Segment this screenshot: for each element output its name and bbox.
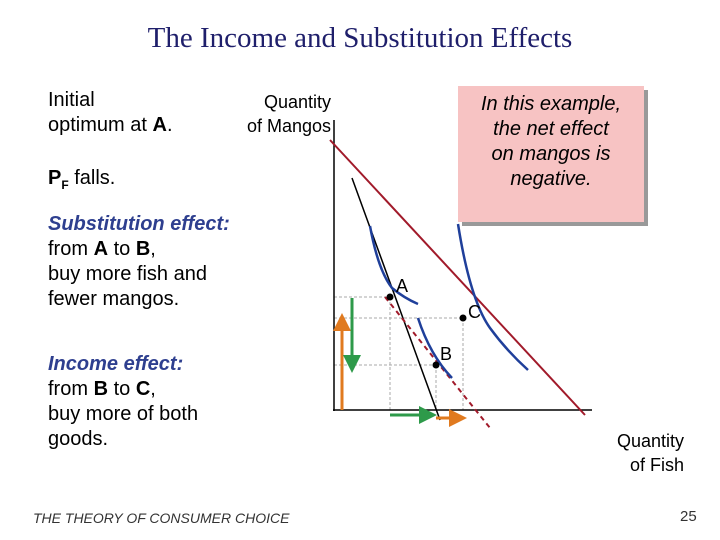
text: , [150, 238, 156, 260]
x-axis-label: Quantity [617, 431, 684, 451]
substitution-note: Substitution effect: from A to B, buy mo… [48, 212, 230, 312]
text: buy more fish and [48, 263, 207, 285]
callout: In this example, the net effect on mango… [458, 86, 644, 222]
heading: Income effect: [48, 353, 184, 375]
text: from [48, 238, 94, 260]
text: falls. [68, 167, 116, 189]
point-label: B [440, 344, 452, 364]
text: fewer mangos. [48, 288, 180, 310]
initial-note: Initial optimum at A. [48, 88, 173, 138]
text: , [150, 378, 156, 400]
text: F [61, 178, 69, 192]
point-label: C [468, 302, 481, 322]
budget-line-new [329, 139, 586, 416]
x-axis-label: of Fish [630, 455, 684, 475]
indifference-curves [368, 223, 529, 379]
text: B [93, 378, 109, 400]
text: goods. [48, 428, 109, 450]
text: to [108, 238, 136, 260]
budget-line-initial [351, 177, 441, 421]
text: optimum at [48, 114, 153, 136]
price-note: PF falls. [48, 166, 115, 198]
text: to [108, 378, 136, 400]
y-axis-label: Quantity [264, 92, 331, 112]
text: Initial [48, 89, 95, 111]
text: negative. [510, 168, 592, 190]
page-number: 25 [680, 508, 697, 525]
income-note: Income effect: from B to C, buy more of … [48, 352, 198, 452]
text: P [48, 167, 62, 189]
point-label: A [396, 276, 408, 296]
title: The Income and Substitution Effects [147, 22, 573, 54]
text: buy more of both [48, 403, 199, 425]
text: A [152, 114, 167, 136]
y-axis-label: of Mangos [247, 116, 331, 136]
text: the net effect [493, 118, 609, 140]
text: . [166, 114, 173, 136]
text: from [48, 378, 94, 400]
text: In this example, [480, 93, 622, 115]
text: B [135, 238, 151, 260]
text: on mangos is [491, 143, 611, 165]
heading: Substitution effect: [48, 213, 230, 235]
text: C [135, 378, 151, 400]
text: A [93, 238, 109, 260]
footer: THE THEORY OF CONSUMER CHOICE [33, 510, 290, 526]
points [386, 293, 467, 369]
